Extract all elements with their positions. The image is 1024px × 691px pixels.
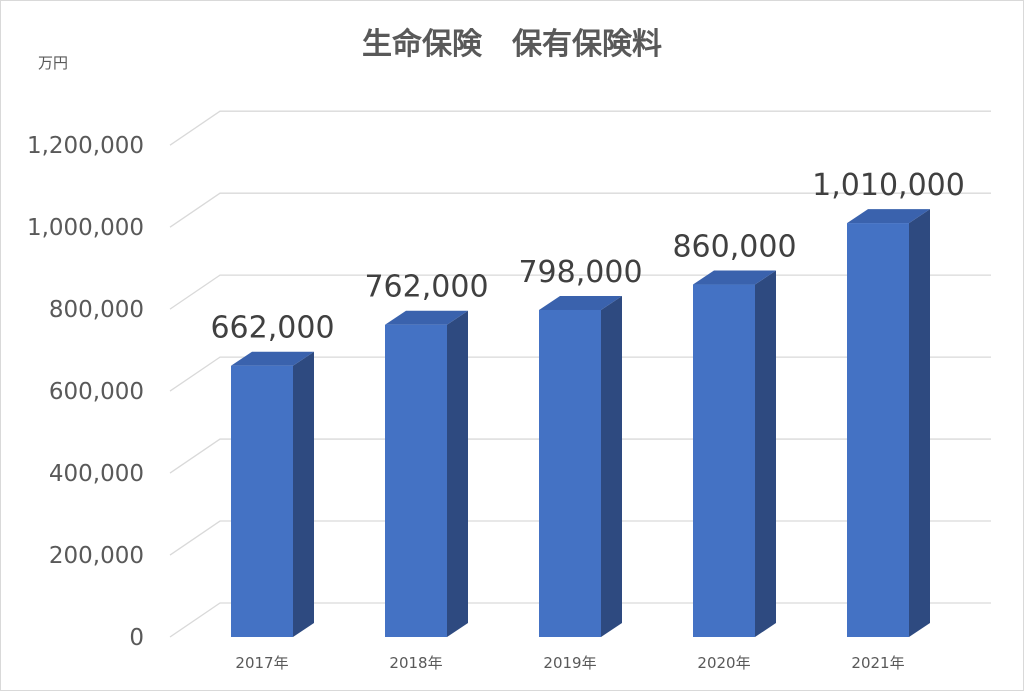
chart-title: 生命保険 保有保険料: [362, 27, 662, 62]
bar: [231, 351, 314, 637]
data-label: 860,000: [672, 230, 796, 265]
y-tick-label: 800,000: [49, 297, 144, 323]
bar-front: [385, 324, 447, 637]
y-tick-label: 400,000: [49, 461, 144, 487]
data-label: 798,000: [518, 255, 642, 290]
y-tick-label: 0: [129, 625, 144, 651]
x-tick-label: 2017年: [235, 654, 288, 672]
bar-top: [231, 351, 314, 366]
data-labels: 662,000 762,000 798,000 860,000 1,010,000: [210, 168, 964, 346]
data-label: 762,000: [364, 270, 488, 305]
bar-front: [231, 365, 293, 637]
y-tick-label: 1,000,000: [27, 215, 144, 241]
bar-side: [447, 310, 468, 637]
bar-front: [539, 309, 601, 637]
bar-front: [847, 223, 909, 638]
y-tick-label: 200,000: [49, 543, 144, 569]
bar-side: [755, 270, 776, 637]
gridline: [169, 192, 991, 228]
bar: [539, 295, 622, 637]
bar: [693, 270, 776, 637]
x-tick-label: 2018年: [389, 654, 442, 672]
bars: [231, 209, 930, 638]
bar-top: [693, 270, 776, 285]
x-tick-label: 2021年: [851, 654, 904, 672]
bar-side: [601, 295, 622, 637]
bar-top: [385, 310, 468, 325]
x-tick-label: 2019年: [543, 654, 596, 672]
gridline: [169, 110, 991, 146]
bar-top: [847, 209, 930, 224]
bar-front: [693, 284, 755, 637]
bar-side: [909, 209, 930, 638]
bar: [847, 209, 930, 638]
bar-top: [539, 295, 622, 310]
y-axis-ticks: 0 200,000 400,000 600,000 800,000 1,000,000 1,…: [27, 133, 144, 651]
bar-side: [293, 351, 314, 637]
y-unit-label: 万円: [38, 54, 68, 72]
y-tick-label: 1,200,000: [27, 133, 144, 159]
x-tick-label: 2020年: [697, 654, 750, 672]
data-label: 662,000: [210, 311, 334, 346]
data-label: 1,010,000: [812, 168, 965, 203]
x-axis-ticks: 2017年 2018年 2019年 2020年 2021年: [235, 654, 904, 672]
bar: [385, 310, 468, 637]
y-tick-label: 600,000: [49, 379, 144, 405]
